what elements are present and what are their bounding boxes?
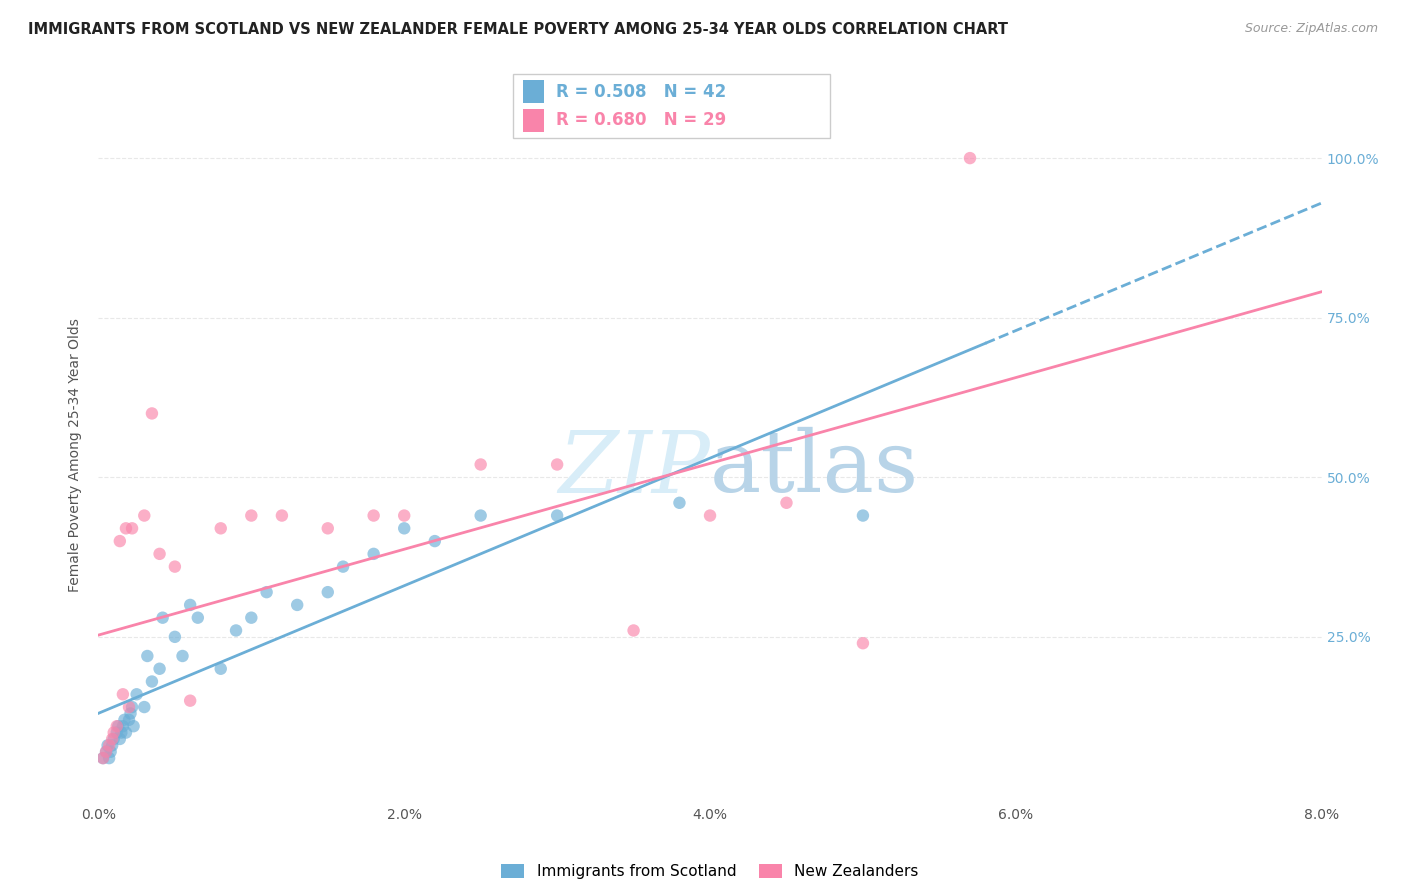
Point: [105, 725, 128, 739]
Point: [112, 713, 135, 727]
Point: [108, 534, 131, 549]
Point: [285, 598, 308, 612]
Point: [111, 687, 134, 701]
Point: [103, 725, 125, 739]
Legend: Immigrants from Scotland, New Zealanders: Immigrants from Scotland, New Zealanders: [495, 858, 925, 886]
Point: [136, 648, 159, 663]
Point: [107, 719, 129, 733]
Text: IMMIGRANTS FROM SCOTLAND VS NEW ZEALANDER FEMALE POVERTY AMONG 25-34 YEAR OLDS C: IMMIGRANTS FROM SCOTLAND VS NEW ZEALANDE…: [28, 22, 1008, 37]
Point: [225, 624, 247, 638]
Point: [852, 508, 875, 523]
Point: [134, 700, 156, 714]
Point: [470, 508, 492, 523]
Point: [363, 547, 385, 561]
Point: [209, 662, 232, 676]
Text: atlas: atlas: [710, 427, 920, 510]
Point: [118, 713, 141, 727]
Point: [120, 706, 142, 721]
Point: [240, 610, 263, 624]
Text: Source: ZipAtlas.com: Source: ZipAtlas.com: [1244, 22, 1378, 36]
Point: [98, 751, 121, 765]
Point: [121, 521, 143, 535]
FancyBboxPatch shape: [523, 80, 544, 103]
Point: [141, 406, 163, 420]
Point: [179, 598, 201, 612]
Point: [134, 508, 156, 523]
Point: [546, 508, 568, 523]
Point: [270, 508, 294, 523]
Point: [423, 534, 446, 549]
Point: [470, 458, 492, 472]
Point: [179, 694, 201, 708]
Point: [98, 739, 121, 753]
Point: [668, 496, 690, 510]
Point: [163, 559, 186, 574]
Point: [94, 745, 117, 759]
Point: [256, 585, 278, 599]
Point: [187, 610, 209, 624]
Point: [363, 508, 385, 523]
Point: [101, 731, 124, 746]
Text: ZIP: ZIP: [558, 427, 710, 510]
Point: [209, 521, 232, 535]
Point: [959, 151, 981, 165]
Point: [163, 630, 186, 644]
Point: [316, 521, 339, 535]
Point: [623, 624, 645, 638]
Point: [392, 521, 416, 535]
Point: [108, 731, 131, 746]
Text: R = 0.508   N = 42: R = 0.508 N = 42: [557, 83, 727, 101]
FancyBboxPatch shape: [523, 109, 544, 132]
Point: [152, 610, 174, 624]
Point: [316, 585, 339, 599]
Point: [546, 458, 568, 472]
Point: [775, 496, 797, 510]
Point: [100, 745, 122, 759]
Point: [91, 751, 114, 765]
Point: [121, 700, 143, 714]
Point: [149, 547, 172, 561]
Point: [111, 719, 134, 733]
Point: [115, 521, 138, 535]
Point: [240, 508, 263, 523]
Point: [852, 636, 875, 650]
Point: [149, 662, 172, 676]
Point: [125, 687, 148, 701]
Point: [97, 739, 120, 753]
Y-axis label: Female Poverty Among 25-34 Year Olds: Female Poverty Among 25-34 Year Olds: [69, 318, 83, 592]
Point: [122, 719, 145, 733]
Point: [110, 725, 132, 739]
Point: [699, 508, 721, 523]
Point: [118, 700, 141, 714]
Point: [103, 731, 125, 746]
Point: [101, 739, 124, 753]
Point: [332, 559, 354, 574]
Point: [94, 745, 117, 759]
Point: [392, 508, 416, 523]
Point: [141, 674, 163, 689]
Text: R = 0.680   N = 29: R = 0.680 N = 29: [557, 112, 727, 129]
Point: [115, 725, 138, 739]
Point: [105, 719, 128, 733]
Point: [172, 648, 194, 663]
Point: [91, 751, 114, 765]
